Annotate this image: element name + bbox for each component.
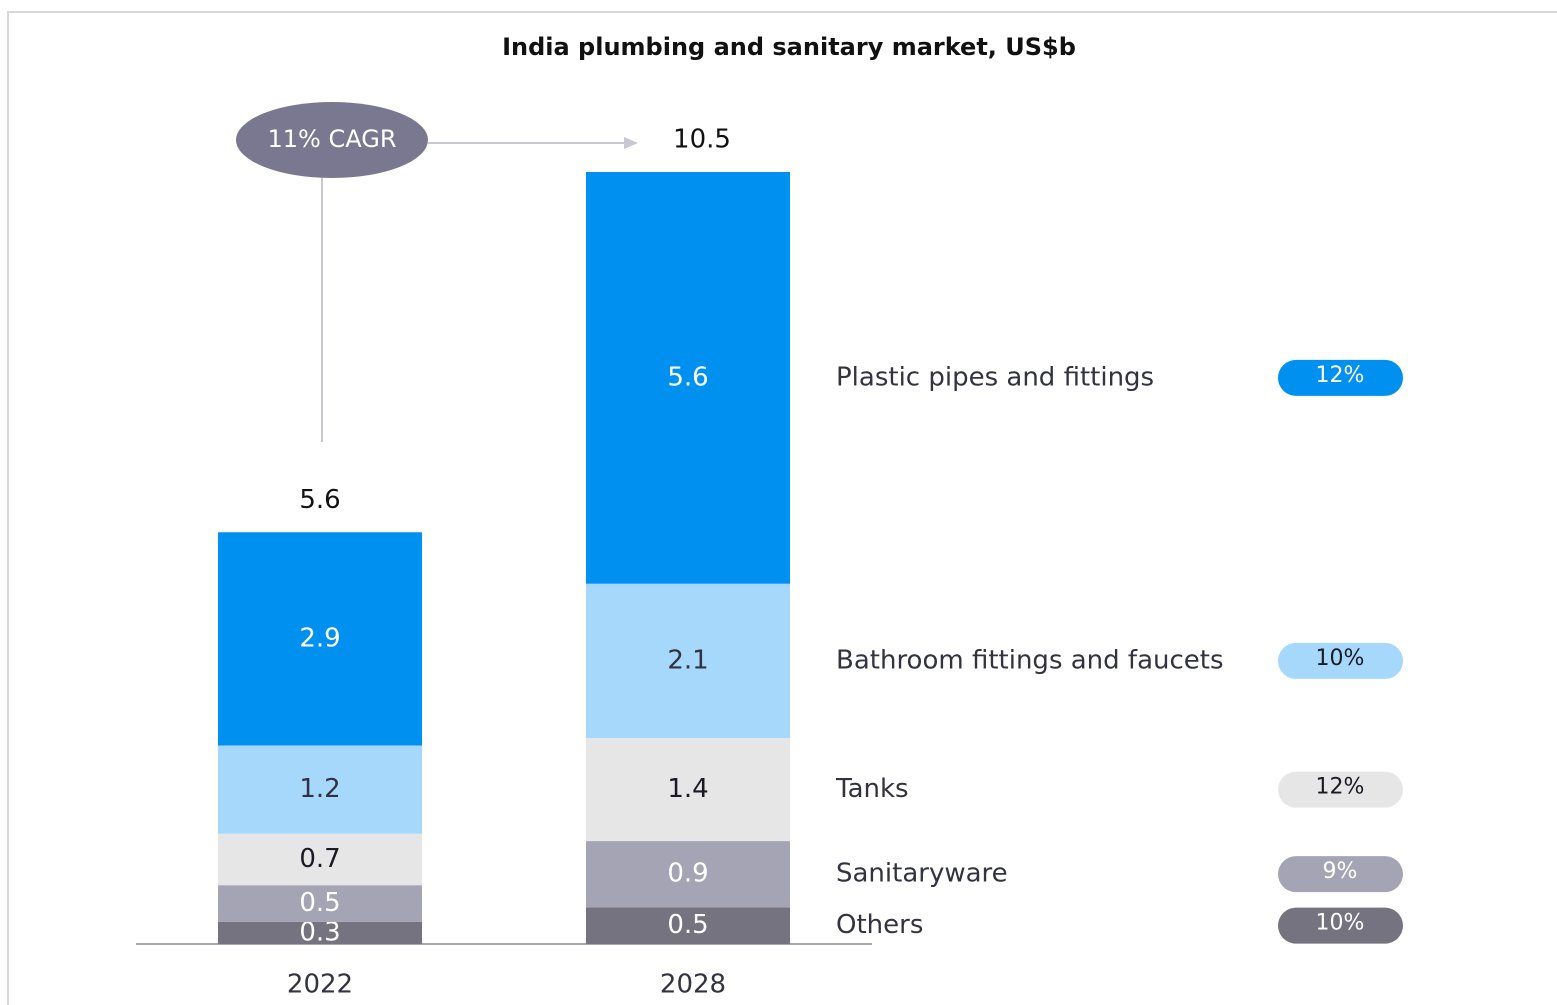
segment-label: 2.1 (667, 645, 708, 675)
frame (7, 11, 1557, 1005)
segment-label: 5.6 (667, 362, 708, 392)
growth-pill (1278, 771, 1403, 808)
segment-label: 0.7 (299, 844, 340, 874)
total-label: 10.5 (673, 125, 731, 155)
legend-label: Sanitaryware (836, 859, 1008, 889)
bar-segment (218, 745, 422, 834)
segment-label: 0.5 (667, 910, 708, 940)
cagr-label: 11% CAGR (268, 125, 397, 153)
bar-segment (586, 738, 790, 842)
growth-pill (1278, 642, 1403, 679)
bar-segment (218, 885, 422, 922)
growth-pill (1278, 856, 1403, 893)
legend-label: Tanks (835, 774, 909, 804)
segment-label: 0.5 (299, 888, 340, 918)
bar-segment (218, 532, 422, 746)
growth-pill (1278, 359, 1403, 396)
growth-label: 10% (1316, 911, 1365, 936)
growth-label: 12% (1316, 363, 1365, 388)
bar-segment (218, 921, 422, 944)
growth-label: 10% (1316, 646, 1365, 671)
bar-segment (586, 841, 790, 908)
segment-label: 2.9 (299, 623, 340, 653)
legend-label: Bathroom fittings and faucets (836, 645, 1224, 675)
chart-title: India plumbing and sanitary market, US$b (502, 33, 1076, 61)
x-tick-label: 2028 (660, 970, 726, 1000)
growth-label: 12% (1316, 775, 1365, 800)
growth-pill (1278, 907, 1403, 944)
segment-label: 0.9 (667, 859, 708, 889)
legend-label: Others (836, 910, 923, 940)
segment-label: 1.4 (667, 774, 708, 804)
cagr-bubble (236, 102, 428, 178)
bar-segment (586, 172, 790, 584)
segment-label: 1.2 (299, 774, 340, 804)
legend-label: Plastic pipes and fittings (836, 362, 1154, 392)
bar-segment (586, 583, 790, 739)
segment-label: 0.3 (299, 917, 340, 947)
bar-segment (586, 907, 790, 944)
x-tick-label: 2022 (287, 970, 353, 1000)
growth-label: 9% (1323, 859, 1358, 884)
bar-segment (218, 833, 422, 886)
cagr-arrow-head (624, 137, 638, 149)
total-label: 5.6 (299, 485, 340, 515)
